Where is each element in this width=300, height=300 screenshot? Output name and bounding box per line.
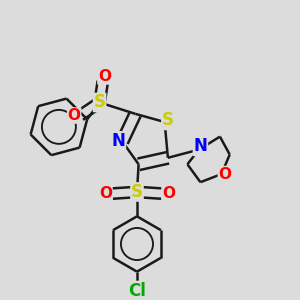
Text: S: S (131, 183, 143, 201)
Text: S: S (94, 94, 106, 112)
Text: O: O (99, 186, 112, 201)
Text: N: N (112, 132, 125, 150)
Text: Cl: Cl (128, 281, 146, 299)
Text: O: O (98, 69, 111, 84)
Text: O: O (68, 108, 81, 123)
Text: S: S (162, 111, 174, 129)
Text: O: O (162, 186, 175, 201)
Text: O: O (218, 167, 231, 182)
Text: N: N (194, 137, 207, 155)
